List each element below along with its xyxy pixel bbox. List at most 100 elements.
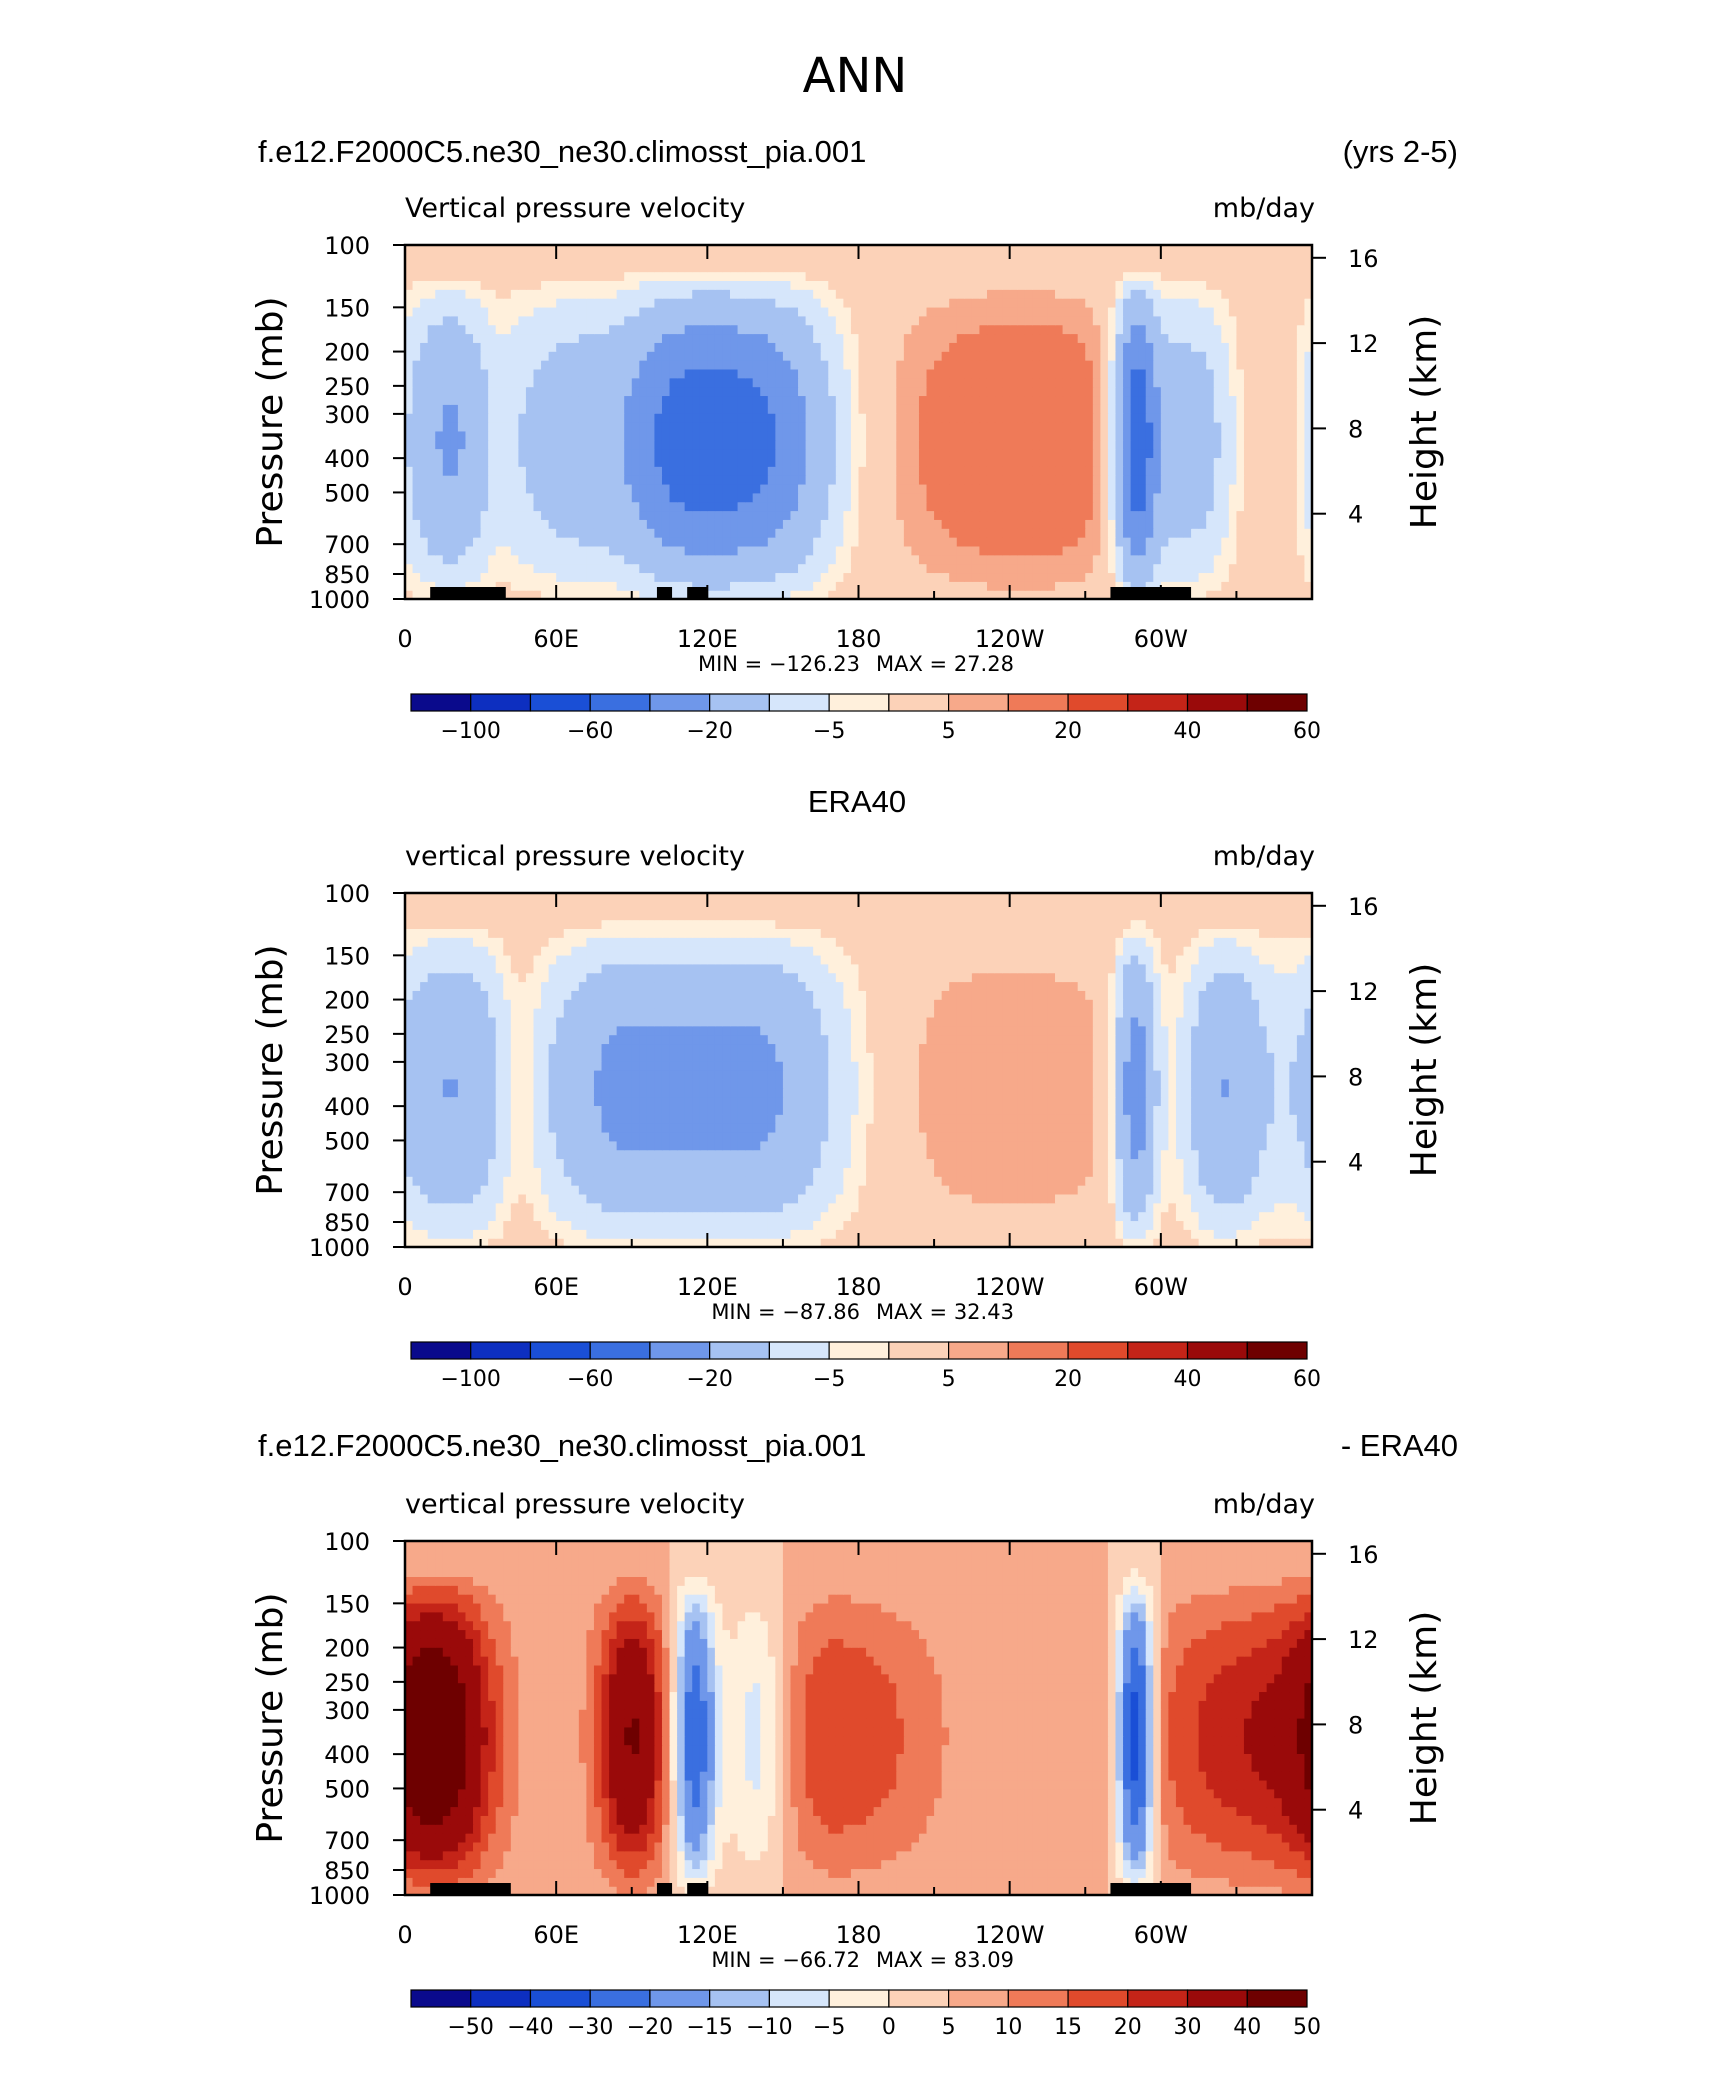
- field-cell: [1100, 449, 1108, 458]
- field-cell: [995, 378, 1003, 387]
- field-cell: [435, 546, 443, 555]
- field-cell: [428, 369, 436, 378]
- field-cell: [1002, 395, 1010, 404]
- field-cell: [1146, 466, 1154, 475]
- field-cell: [851, 307, 859, 316]
- field-cell: [745, 537, 753, 546]
- field-cell: [715, 334, 723, 343]
- field-cell: [1221, 537, 1229, 546]
- field-cell: [692, 457, 700, 466]
- field-cell: [1115, 511, 1123, 520]
- field-cell: [1229, 564, 1237, 573]
- field-cell: [745, 413, 753, 422]
- field-cell: [413, 449, 421, 458]
- field-cell: [1032, 493, 1040, 502]
- field-cell: [1199, 387, 1207, 396]
- field-cell: [828, 484, 836, 493]
- field-cell: [753, 466, 761, 475]
- field-cell: [1184, 466, 1192, 475]
- field-cell: [549, 449, 557, 458]
- field-cell: [1199, 325, 1207, 334]
- field-cell: [1252, 245, 1260, 254]
- y-tick-label: 700: [324, 531, 370, 559]
- field-cell: [450, 334, 458, 343]
- field-cell: [927, 484, 935, 493]
- field-cell: [428, 413, 436, 422]
- field-cell: [428, 502, 436, 511]
- field-cell: [1146, 457, 1154, 466]
- field-cell: [579, 466, 587, 475]
- field-cell: [745, 449, 753, 458]
- field-cell: [586, 298, 594, 307]
- field-cell: [1047, 342, 1055, 351]
- field-cell: [450, 564, 458, 573]
- field-cell: [594, 484, 602, 493]
- field-cell: [1100, 519, 1108, 528]
- field-cell: [1229, 298, 1237, 307]
- field-cell: [806, 493, 814, 502]
- field-cell: [889, 511, 897, 520]
- field-cell: [1123, 245, 1131, 254]
- field-cell: [428, 422, 436, 431]
- field-cell: [420, 502, 428, 511]
- field-cell: [503, 334, 511, 343]
- field-cell: [1274, 413, 1282, 422]
- field-cell: [632, 528, 640, 537]
- field-cell: [541, 457, 549, 466]
- field-cell: [579, 564, 587, 573]
- field-cell: [435, 395, 443, 404]
- field-cell: [1032, 449, 1040, 458]
- field-cell: [957, 466, 965, 475]
- field-cell: [775, 360, 783, 369]
- field-cell: [1108, 307, 1116, 316]
- field-cell: [647, 289, 655, 298]
- field-cell: [1115, 263, 1123, 272]
- field-cell: [1123, 528, 1131, 537]
- field-cell: [496, 449, 504, 458]
- field-cell: [919, 422, 927, 431]
- field-cell: [1161, 572, 1169, 581]
- field-cell: [586, 555, 594, 564]
- field-cell: [533, 369, 541, 378]
- field-cell: [541, 449, 549, 458]
- field-cell: [435, 511, 443, 520]
- field-cell: [518, 325, 526, 334]
- field-cell: [700, 272, 708, 281]
- field-cell: [957, 272, 965, 281]
- field-cell: [1282, 334, 1290, 343]
- field-cell: [745, 555, 753, 564]
- field-cell: [1017, 378, 1025, 387]
- field-cell: [1078, 528, 1086, 537]
- field-cell: [1093, 351, 1101, 360]
- field-cell: [677, 484, 685, 493]
- field-cell: [949, 528, 957, 537]
- field-cell: [889, 395, 897, 404]
- field-cell: [919, 475, 927, 484]
- field-cell: [428, 537, 436, 546]
- field-cell: [1025, 422, 1033, 431]
- field-cell: [1229, 449, 1237, 458]
- field-cell: [458, 537, 466, 546]
- field-cell: [413, 475, 421, 484]
- field-cell: [904, 387, 912, 396]
- field-cell: [753, 493, 761, 502]
- field-cell: [617, 484, 625, 493]
- field-cell: [942, 581, 950, 590]
- field-cell: [942, 289, 950, 298]
- field-cell: [677, 360, 685, 369]
- field-cell: [911, 254, 919, 263]
- field-cell: [707, 272, 715, 281]
- field-cell: [473, 475, 481, 484]
- field-cell: [949, 537, 957, 546]
- field-cell: [722, 254, 730, 263]
- field-cell: [1206, 351, 1214, 360]
- field-cell: [730, 475, 738, 484]
- field-cell: [836, 502, 844, 511]
- field-cell: [556, 422, 564, 431]
- field-cell: [760, 475, 768, 484]
- field-cell: [481, 378, 489, 387]
- field-cell: [1146, 537, 1154, 546]
- field-cell: [979, 254, 987, 263]
- field-cell: [851, 511, 859, 520]
- field-cell: [450, 528, 458, 537]
